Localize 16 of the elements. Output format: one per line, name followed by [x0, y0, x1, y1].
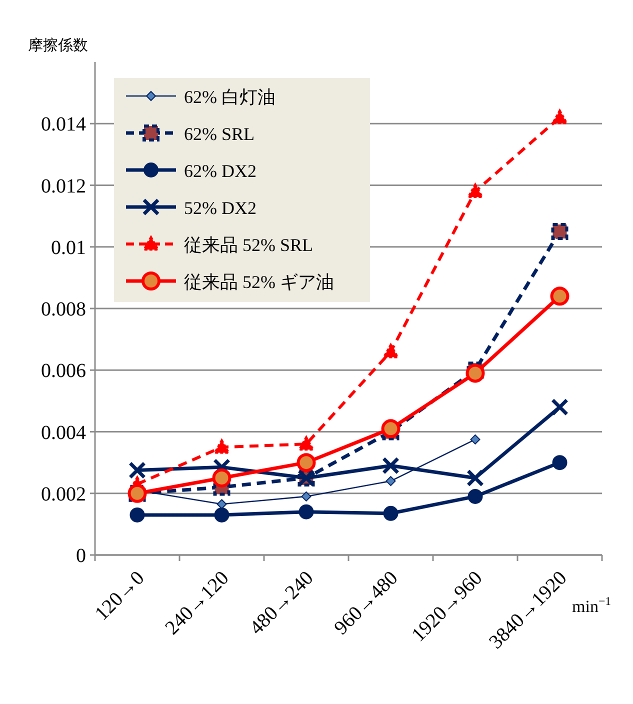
y-tick-label: 0.01	[51, 236, 86, 259]
legend-label: 62% SRL	[184, 124, 255, 144]
legend-label: 従来品 52% SRL	[184, 235, 314, 255]
legend-label: 62% DX2	[184, 161, 256, 181]
legend-label: 従来品 52% ギア油	[184, 272, 334, 292]
y-tick-label: 0.012	[41, 175, 86, 198]
y-tick-label: 0	[76, 545, 86, 567]
y-tick-label: 0.004	[41, 422, 86, 444]
x-axis-title: min$^{−1}$	[572, 594, 612, 616]
legend-label: 52% DX2	[184, 198, 256, 218]
y-tick-label: 0.008	[41, 298, 86, 320]
y-tick-label: 0.014	[41, 114, 86, 136]
y-tick-label: 0.002	[41, 483, 86, 506]
y-axis-title: 摩擦係数	[28, 37, 88, 54]
y-tick-label: 0.006	[41, 360, 86, 382]
legend-label: 62% 白灯油	[184, 87, 276, 107]
